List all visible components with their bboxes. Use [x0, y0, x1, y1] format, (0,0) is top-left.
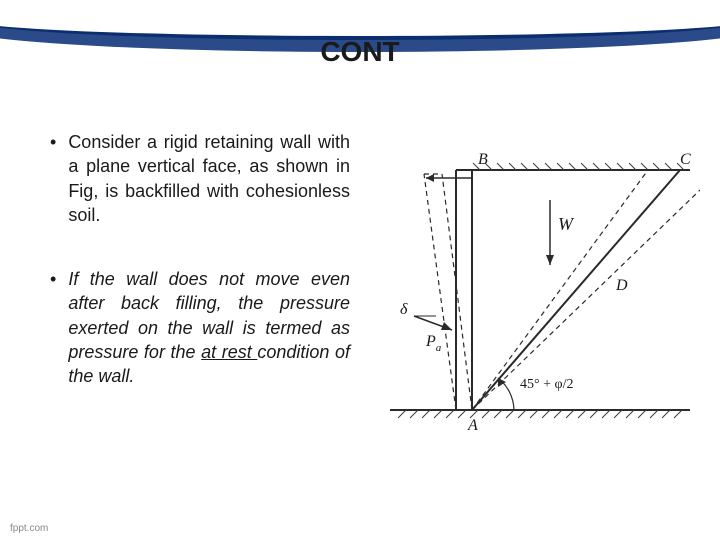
- list-item: • Consider a rigid retaining wall with a…: [50, 130, 350, 227]
- bullet-list: • Consider a rigid retaining wall with a…: [50, 130, 350, 429]
- list-item: • If the wall does not move even after b…: [50, 267, 350, 388]
- footer-text: fppt.com: [10, 523, 48, 534]
- bullet-marker: •: [50, 130, 56, 227]
- label-angle: 45° + φ/2: [520, 377, 573, 392]
- label-C: C: [680, 151, 691, 168]
- label-Pa: Pa: [425, 333, 442, 354]
- header-banner: [0, 0, 720, 26]
- label-A: A: [467, 417, 478, 434]
- retaining-wall-diagram: B C W δ Pa D A 45° + φ/2: [380, 130, 700, 450]
- bullet-marker: •: [50, 267, 56, 388]
- bullet-text: If the wall does not move even after bac…: [68, 267, 350, 388]
- label-delta: δ: [400, 301, 408, 318]
- label-B: B: [478, 151, 488, 168]
- bullet-text: Consider a rigid retaining wall with a p…: [68, 130, 350, 227]
- page-title: CONT: [0, 36, 720, 68]
- label-D: D: [615, 277, 628, 294]
- label-W: W: [558, 214, 575, 234]
